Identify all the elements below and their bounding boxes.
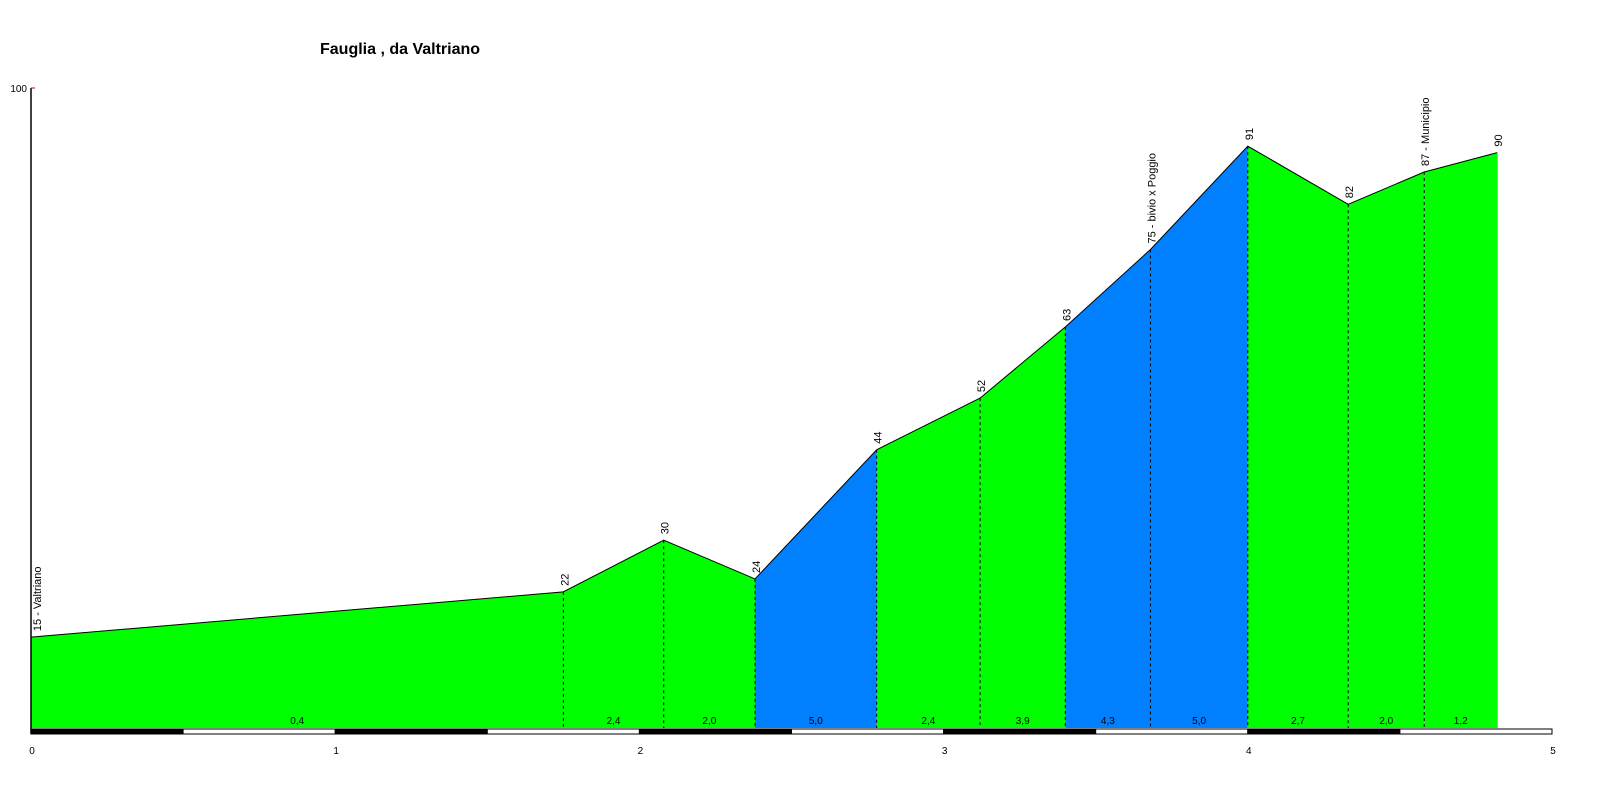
point-label: 44	[873, 432, 885, 444]
profile-line	[30, 145, 1498, 728]
point-labels: 15 - Valtriano 22 30 24 44 52 63 75 - bivio x P…	[32, 97, 1505, 631]
x-tick-label: 5	[1550, 746, 1556, 757]
point-label: 52	[976, 380, 988, 392]
grade-label: 2,0	[702, 716, 716, 727]
segment-areas	[31, 146, 1498, 729]
segment-area	[754, 449, 877, 728]
scale-bar-block	[1399, 728, 1553, 735]
scale-bar-block	[334, 728, 488, 735]
point-label: 87 - Municipio	[1420, 97, 1432, 165]
x-tick-label: 2	[638, 746, 644, 757]
x-tick-label: 3	[942, 746, 948, 757]
grade-label: 4,3	[1101, 716, 1115, 727]
point-label: 75 - bivio x Poggio	[1146, 153, 1158, 244]
y-tick-label-100: 100	[10, 84, 27, 95]
scale-bar-block	[1247, 728, 1401, 735]
point-label: 91	[1244, 128, 1256, 140]
distance-scale-bar	[30, 728, 1553, 735]
scale-bar-block	[943, 728, 1097, 735]
scale-bar-block	[791, 728, 945, 735]
grade-labels: 0,4 2,4 2,0 5,0 2,4 3,9 4,3 5,0 2,7 2,0 1,2	[290, 716, 1468, 727]
grade-label: 1,2	[1454, 716, 1468, 727]
scale-bar-block	[1095, 728, 1249, 735]
grade-label: 5,0	[809, 716, 823, 727]
axes: 100	[10, 84, 35, 734]
segment-area	[663, 540, 755, 728]
x-tick-label: 1	[333, 746, 339, 757]
point-label: 22	[559, 574, 571, 586]
point-label: 15 - Valtriano	[32, 566, 44, 631]
chart-title: Fauglia , da Valtriano	[320, 41, 480, 58]
segment-area	[1424, 152, 1498, 729]
segment-area	[1247, 146, 1349, 728]
segment-area	[1348, 171, 1425, 729]
segment-area	[563, 540, 664, 728]
segment-area	[1150, 146, 1248, 728]
scale-bar-block	[486, 728, 640, 735]
x-tick-label: 0	[29, 746, 35, 757]
x-tick-labels: 0 1 2 3 4 5	[29, 746, 1556, 757]
segment-area	[31, 591, 564, 728]
grade-label: 2,4	[921, 716, 935, 727]
point-label: 30	[660, 522, 672, 534]
scale-bar-block	[638, 728, 793, 735]
grade-label: 3,9	[1016, 716, 1030, 727]
x-tick-label: 4	[1246, 746, 1252, 757]
profile-path	[30, 145, 1498, 638]
point-label: 82	[1344, 186, 1356, 198]
grade-label: 2,7	[1291, 716, 1305, 727]
point-label: 63	[1061, 309, 1073, 321]
scale-bar-block	[30, 728, 184, 735]
grade-label: 2,4	[607, 716, 621, 727]
segment-area	[876, 398, 981, 728]
point-label: 24	[751, 561, 763, 573]
point-label: 90	[1493, 134, 1505, 146]
segment-dividers	[562, 146, 1425, 728]
scale-bar-block	[182, 728, 336, 735]
segment-area	[980, 327, 1066, 728]
segment-area	[1065, 249, 1151, 728]
grade-label: 2,0	[1379, 716, 1393, 727]
grade-label: 0,4	[290, 716, 304, 727]
grade-label: 5,0	[1192, 716, 1206, 727]
